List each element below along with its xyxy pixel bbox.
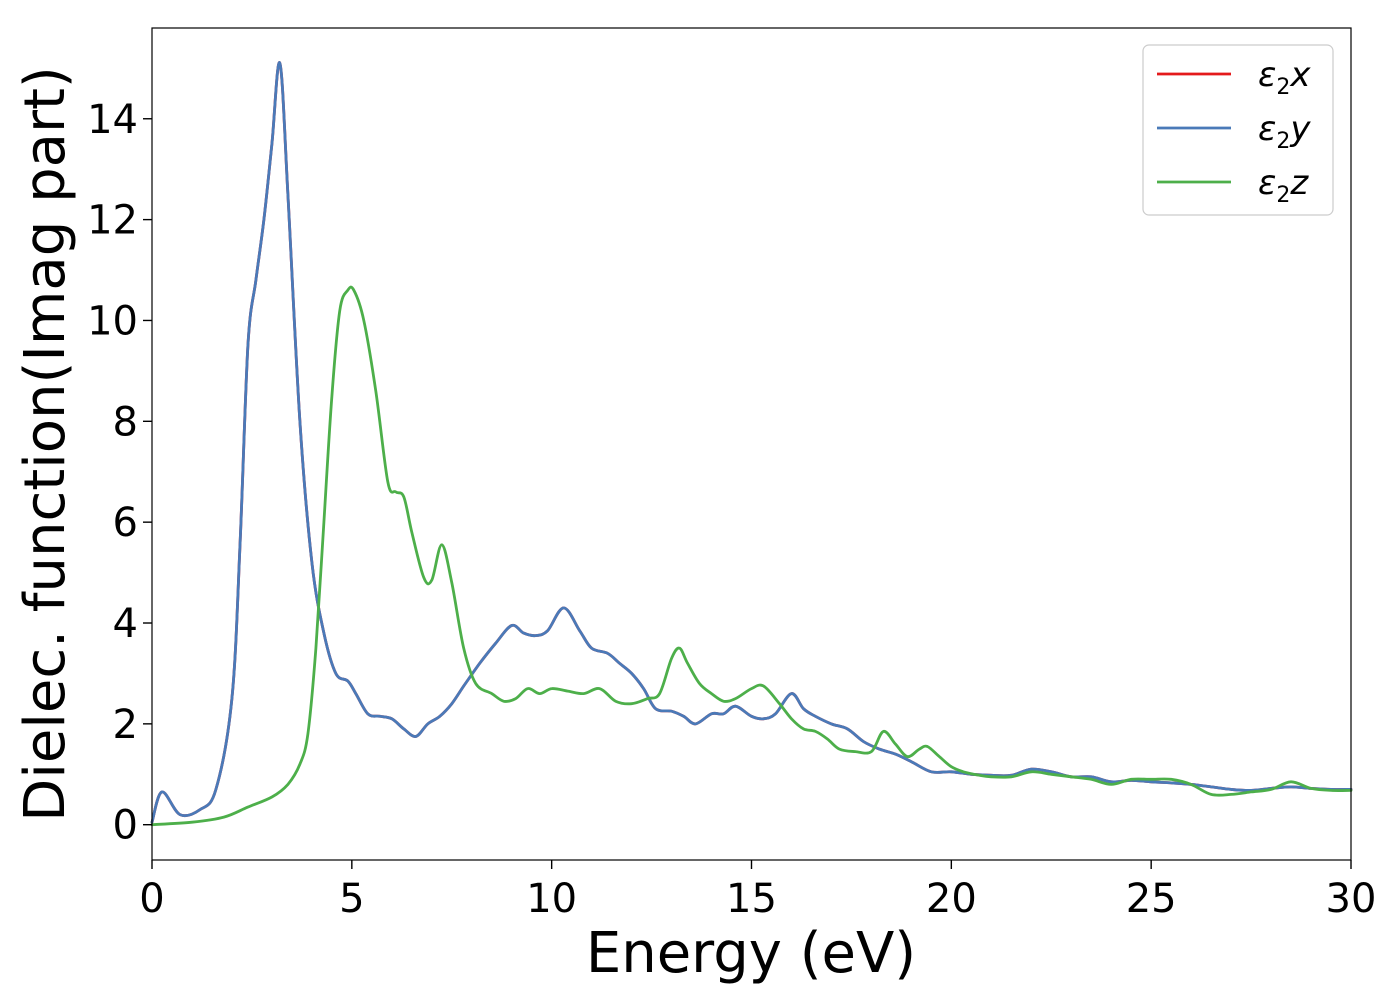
series-line-z bbox=[150, 285, 1353, 827]
y-tick-label: 2 bbox=[113, 702, 138, 748]
y-tick-label: 8 bbox=[113, 399, 138, 445]
y-tick-label: 10 bbox=[87, 298, 138, 344]
y-tick-label: 6 bbox=[113, 500, 138, 546]
x-tick-label: 30 bbox=[1326, 876, 1377, 922]
y-tick-label: 4 bbox=[113, 601, 138, 647]
legend: ε2x ε2y ε2z bbox=[1142, 44, 1334, 216]
legend-label-x: ε2x bbox=[1258, 55, 1311, 100]
x-tick-label: 15 bbox=[726, 876, 777, 922]
x-tick-label: 5 bbox=[339, 876, 364, 922]
y-tick-label: 12 bbox=[87, 198, 138, 244]
y-tick-label: 0 bbox=[113, 803, 138, 849]
legend-items: ε2x ε2y ε2z bbox=[1157, 55, 1311, 208]
x-tick-label: 0 bbox=[139, 876, 164, 922]
series-layer bbox=[150, 61, 1353, 827]
x-axis: 0 5 10 15 20 25 30 bbox=[139, 860, 1376, 922]
y-axis: 0 2 4 6 8 10 12 14 bbox=[87, 97, 152, 849]
x-tick-label: 25 bbox=[1126, 876, 1177, 922]
legend-label-y: ε2y bbox=[1258, 109, 1311, 154]
y-tick-label: 14 bbox=[87, 97, 138, 143]
legend-label-z: ε2z bbox=[1258, 163, 1309, 208]
legend-box bbox=[1142, 44, 1334, 216]
x-axis-title: Energy (eV) bbox=[586, 921, 916, 986]
x-tick-label: 20 bbox=[926, 876, 977, 922]
y-axis-title: Dielec. function(Imag part) bbox=[13, 66, 78, 822]
x-tick-label: 10 bbox=[526, 876, 577, 922]
